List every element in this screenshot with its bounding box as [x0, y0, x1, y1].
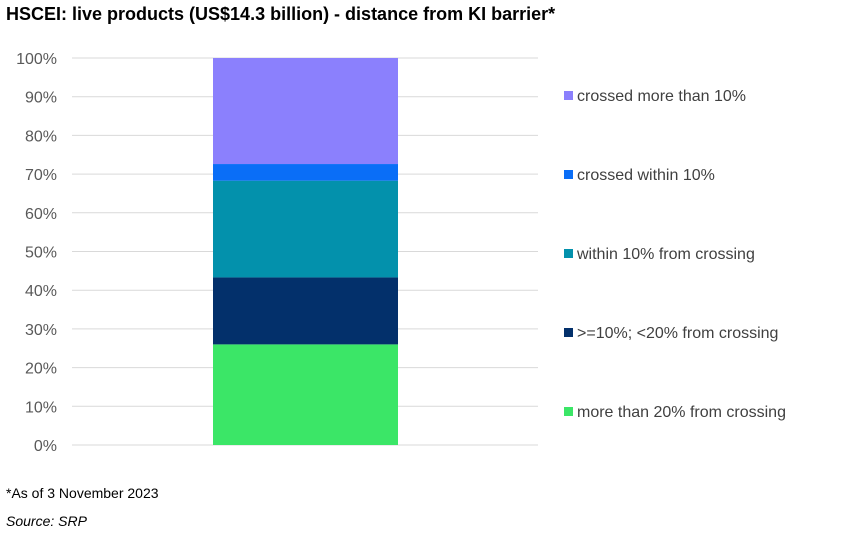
- y-tick-label: 60%: [25, 206, 57, 223]
- y-tick-label: 50%: [25, 245, 57, 262]
- y-tick-label: 10%: [25, 399, 57, 416]
- legend-swatch: [564, 328, 573, 337]
- bar-segment: [213, 344, 398, 445]
- footnote: *As of 3 November 2023: [6, 485, 159, 501]
- chart-title: HSCEI: live products (US$14.3 billion) -…: [6, 4, 556, 24]
- bar-stack: [213, 58, 398, 445]
- source-note: Source: SRP: [6, 513, 87, 529]
- legend-label: crossed within 10%: [577, 167, 715, 184]
- legend: more than 20% from crossing >=10%; <20% f…: [564, 88, 786, 421]
- legend-label: more than 20% from crossing: [577, 404, 786, 421]
- y-tick-label: 100%: [16, 51, 57, 68]
- legend-label: >=10%; <20% from crossing: [577, 325, 778, 342]
- y-axis: 0% 10% 20% 30% 40% 50% 60% 70% 80% 90% 100%: [16, 51, 57, 455]
- legend-label: crossed more than 10%: [577, 88, 746, 105]
- y-tick-label: 80%: [25, 128, 57, 145]
- legend-label: within 10% from crossing: [576, 246, 755, 263]
- y-tick-label: 0%: [34, 438, 57, 455]
- y-tick-label: 20%: [25, 361, 57, 378]
- bar-segment: [213, 58, 398, 165]
- legend-swatch: [564, 170, 573, 179]
- bar-segment: [213, 277, 398, 345]
- legend-swatch: [564, 91, 573, 100]
- legend-swatch: [564, 249, 573, 258]
- stacked-bar-chart: 0% 10% 20% 30% 40% 50% 60% 70% 80% 90% 100% more t…: [16, 51, 786, 455]
- y-tick-label: 40%: [25, 283, 57, 300]
- y-tick-label: 30%: [25, 322, 57, 339]
- legend-swatch: [564, 407, 573, 416]
- y-tick-label: 90%: [25, 90, 57, 107]
- bar-segment: [213, 164, 398, 181]
- y-tick-label: 70%: [25, 167, 57, 184]
- bar-segment: [213, 180, 398, 278]
